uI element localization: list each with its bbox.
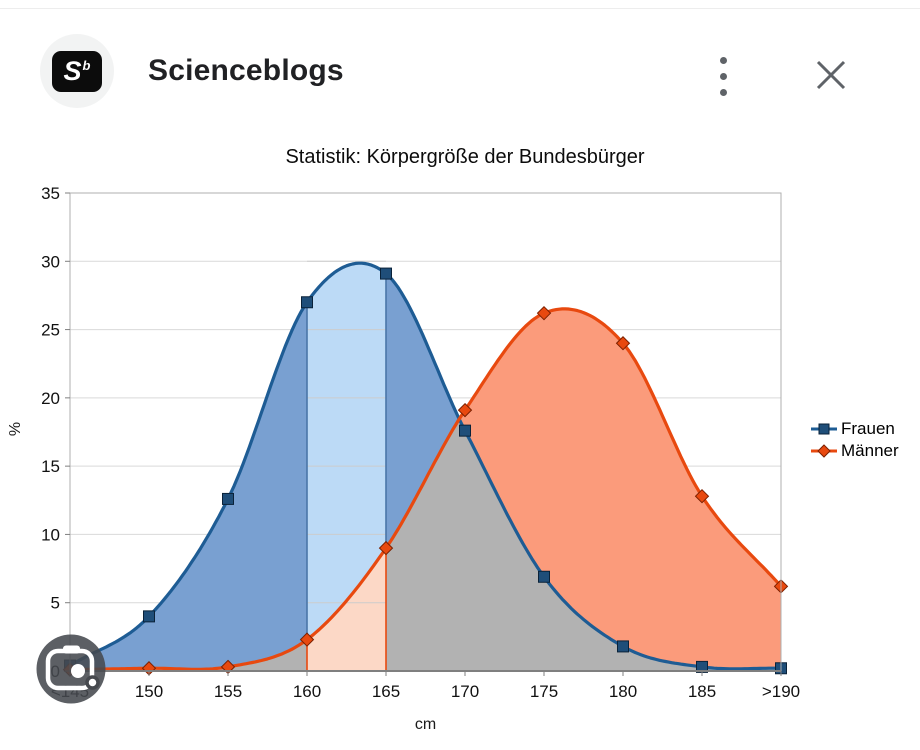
chart-title: Statistik: Körpergröße der Bundesbürger [285, 146, 645, 168]
maenner-marker [694, 488, 710, 504]
maenner-line [70, 307, 783, 672]
axis-ticks [65, 192, 782, 676]
maenner-marker [378, 540, 394, 556]
camera-icon [36, 634, 106, 704]
x-tick-label: >190 [762, 682, 800, 701]
frauen-marker [617, 640, 629, 653]
source-link[interactable]: S b Scienceblogs [40, 34, 344, 108]
legend-item-maenner: Männer [811, 441, 899, 460]
x-tick-label: 155 [214, 682, 242, 701]
legend-label-maenner: Männer [841, 440, 899, 460]
camera-search-button[interactable] [26, 624, 116, 714]
more-options-button[interactable] [705, 50, 741, 102]
legend-label-frauen: Frauen [841, 418, 895, 438]
scienceblogs-logo: S b [52, 50, 102, 92]
frauen-marker [222, 492, 234, 505]
y-tick-label: 5 [51, 594, 60, 613]
frauen-marker [459, 424, 471, 437]
overlap-area [70, 419, 781, 671]
sheet-top-divider [0, 8, 920, 9]
x-tick-label: 180 [609, 682, 637, 701]
frauen-marker [538, 570, 550, 583]
x-tick-label: 175 [530, 682, 558, 701]
maenner-marker [457, 402, 473, 418]
frauen-marker-icon [811, 423, 837, 434]
x-tick-label: 150 [135, 682, 163, 701]
x-tick-label: 160 [293, 682, 321, 701]
frauen-area [70, 263, 781, 671]
close-x-icon [816, 60, 846, 90]
y-tick-label: 25 [41, 321, 60, 340]
maenner-marker [615, 336, 631, 351]
y-tick-label: 20 [41, 389, 60, 408]
frauen-marker [380, 267, 392, 280]
logo-letter: S [63, 55, 82, 86]
x-tick-label: 170 [451, 682, 479, 701]
frauen-marker [143, 610, 155, 623]
maenner-marker-icon [811, 443, 837, 458]
y-tick-label: 15 [41, 457, 60, 476]
y-tick-label: 10 [41, 525, 60, 544]
source-avatar: S b [40, 34, 114, 108]
logo-superscript: b [82, 57, 91, 73]
legend-item-frauen: Frauen [811, 419, 899, 438]
x-tick-label: 165 [372, 682, 400, 701]
x-axis-title: cm [414, 716, 437, 733]
frauen-marker [301, 296, 313, 309]
frauen-line [69, 261, 782, 671]
x-tick-label: 185 [688, 682, 716, 701]
highlight-band [307, 260, 386, 671]
kebab-dot [719, 56, 727, 64]
maenner-marker [536, 305, 552, 321]
y-tick-label: 35 [41, 184, 60, 203]
y-tick-label: 30 [41, 252, 60, 271]
kebab-dot [719, 88, 727, 96]
maenner-marker [299, 632, 315, 647]
kebab-dot [719, 72, 727, 80]
chart-legend: Frauen Männer [811, 419, 899, 460]
source-title: Scienceblogs [148, 54, 344, 87]
close-button[interactable] [812, 56, 850, 94]
